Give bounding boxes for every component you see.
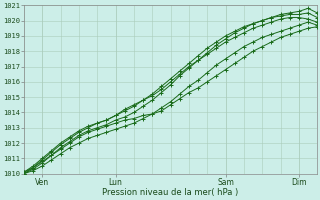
X-axis label: Pression niveau de la mer( hPa ): Pression niveau de la mer( hPa ) [102, 188, 239, 197]
